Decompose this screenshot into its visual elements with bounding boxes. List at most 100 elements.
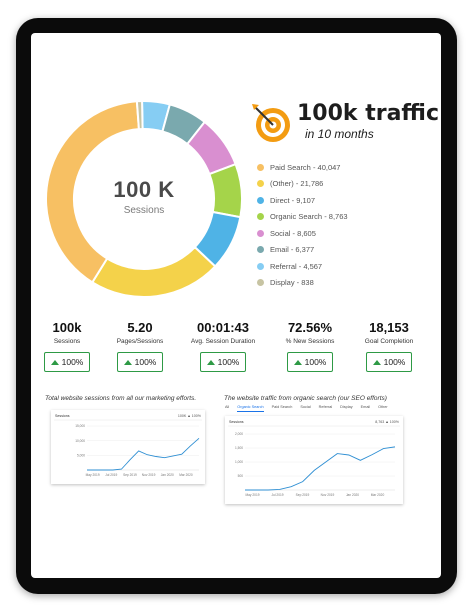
total-sessions-chart-card: Sessions 100K ▲ 100% 15,000 10,000 5,000 May … — [51, 410, 205, 484]
legend-item: Email - 6,377 — [257, 242, 437, 259]
organic-sessions-chart-card: Sessions 8,763 ▲ 100% 2,000 1,500 1,000 500 Ma… — [225, 416, 403, 504]
x-tick-label: Sep 2019 — [123, 473, 137, 477]
organic-sessions-line-chart: Sessions 8,763 ▲ 100% 2,000 1,500 1,000 500 Ma… — [228, 420, 400, 497]
stats-row: 100k Sessions 100% 5.20 Pages/Sessions 100% 00… — [31, 320, 441, 380]
legend-swatch — [257, 180, 264, 188]
stat-label: % New Sessions — [285, 338, 335, 345]
x-tick-label: Jan 2020 — [346, 493, 359, 497]
channel-tab[interactable]: Social — [300, 405, 311, 409]
up-arrow-icon — [372, 359, 381, 365]
stat-value: 5.20 — [127, 320, 153, 335]
stat-change-badge: 100% — [117, 352, 163, 372]
up-arrow-icon — [293, 359, 302, 365]
tablet-screen: 100 K Sessions 100k traffic in 10 months… — [31, 33, 441, 578]
stat-change-value: 100% — [383, 357, 406, 367]
left-chart-caption: Total website sessions from all our mark… — [45, 395, 197, 402]
channel-tabs: All Organic Search Paid Search Social Referr… — [225, 405, 396, 412]
logo-subtitle: in 10 months — [305, 127, 374, 141]
legend-label: Email - 6,377 — [270, 245, 315, 255]
logo-title: 100k traffic — [297, 101, 440, 126]
x-tick-label: Mar 2020 — [179, 473, 193, 477]
up-arrow-icon — [206, 359, 215, 365]
y-tick-label: 5,000 — [77, 454, 85, 458]
stat-card: 5.20 Pages/Sessions 100% — [100, 320, 180, 372]
legend-item: Organic Search - 8,763 — [257, 209, 437, 226]
stat-card: 00:01:43 Avg. Session Duration 100% — [183, 320, 263, 372]
legend-item: (Other) - 21,786 — [257, 176, 437, 193]
x-tick-label: Jan 2020 — [161, 473, 174, 477]
right-chart-caption: The website traffic from organic search … — [224, 395, 387, 402]
total-sessions-line-chart: Sessions 100K ▲ 100% 15,000 10,000 5,000 May … — [54, 414, 202, 477]
donut-slice — [90, 245, 217, 298]
legend-item: Direct - 9,107 — [257, 192, 437, 209]
chart-header-label: Sessions — [229, 420, 244, 424]
stat-value: 72.56% — [287, 320, 333, 335]
donut-legend: Paid Search - 40,047 (Other) - 21,786 Dire… — [257, 159, 437, 291]
chart-header-value: 8,763 ▲ 100% — [375, 420, 400, 424]
y-tick-label: 1,500 — [235, 446, 243, 450]
stat-change-badge: 100% — [44, 352, 90, 372]
channel-tab[interactable]: Referral — [318, 405, 333, 409]
legend-label: (Other) - 21,786 — [270, 179, 324, 189]
legend-label: Direct - 9,107 — [270, 195, 316, 205]
stat-change-value: 100% — [217, 357, 240, 367]
stat-change-badge: 100% — [287, 352, 333, 372]
x-tick-label: Nov 2019 — [142, 473, 156, 477]
channel-tab[interactable]: All — [225, 405, 230, 409]
stat-change-value: 100% — [134, 357, 157, 367]
stat-change-value: 100% — [61, 357, 84, 367]
stat-change-badge: 100% — [200, 352, 246, 372]
legend-label: Paid Search - 40,047 — [270, 162, 341, 172]
donut-center-label: Sessions — [123, 205, 165, 216]
x-tick-label: Nov 2019 — [321, 493, 335, 497]
legend-swatch — [257, 246, 264, 254]
up-arrow-icon — [123, 359, 132, 365]
chart-header-label: Sessions — [55, 414, 70, 418]
channel-tab[interactable]: Paid Search — [271, 405, 293, 409]
y-tick-label: 10,000 — [75, 439, 85, 443]
legend-item: Social - 8,605 — [257, 225, 437, 242]
stat-change-value: 100% — [304, 357, 327, 367]
stat-label: Sessions — [53, 338, 81, 345]
up-arrow-icon — [50, 359, 59, 365]
donut-center-value: 100 K — [113, 177, 175, 202]
legend-swatch — [257, 213, 264, 221]
stat-card: 18,153 Goal Completion 100% — [349, 320, 429, 372]
legend-item: Display - 838 — [257, 275, 437, 292]
stat-value: 18,153 — [369, 320, 409, 335]
sessions-series-line — [245, 446, 396, 491]
x-tick-label: Mar 2020 — [371, 493, 385, 497]
channel-tab[interactable]: Other — [378, 405, 388, 409]
x-tick-label: Jul 2019 — [105, 473, 117, 477]
x-tick-label: May 2019 — [246, 493, 260, 497]
x-tick-label: May 2019 — [86, 473, 100, 477]
donut-slice — [135, 99, 144, 131]
channel-tab[interactable]: Organic Search — [237, 405, 264, 412]
stat-card: 72.56% % New Sessions 100% — [270, 320, 350, 372]
stat-card: 100k Sessions 100% — [31, 320, 107, 372]
x-tick-label: Sep 2019 — [296, 493, 310, 497]
legend-label: Display - 838 — [270, 278, 314, 288]
legend-swatch — [257, 229, 264, 237]
legend-swatch — [257, 279, 264, 287]
legend-item: Referral - 4,567 — [257, 258, 437, 275]
channel-tab[interactable]: Display — [340, 405, 353, 409]
y-tick-label: 2,000 — [235, 432, 243, 436]
legend-swatch — [257, 262, 264, 270]
y-tick-label: 500 — [238, 474, 244, 478]
legend-label: Social - 8,605 — [270, 228, 316, 238]
target-icon — [252, 104, 290, 142]
stat-change-badge: 100% — [366, 352, 412, 372]
legend-label: Organic Search - 8,763 — [270, 212, 348, 222]
channel-tab[interactable]: Email — [360, 405, 371, 409]
legend-item: Paid Search - 40,047 — [257, 159, 437, 176]
y-tick-label: 1,000 — [235, 460, 243, 464]
chart-header-value: 100K ▲ 100% — [178, 414, 202, 418]
traffic-logo: 100k traffic in 10 months — [249, 99, 439, 149]
legend-swatch — [257, 163, 264, 171]
stat-label: Pages/Sessions — [116, 338, 164, 345]
stat-value: 100k — [52, 320, 82, 335]
legend-label: Referral - 4,567 — [270, 261, 323, 271]
stat-value: 00:01:43 — [196, 320, 250, 335]
legend-swatch — [257, 196, 264, 204]
